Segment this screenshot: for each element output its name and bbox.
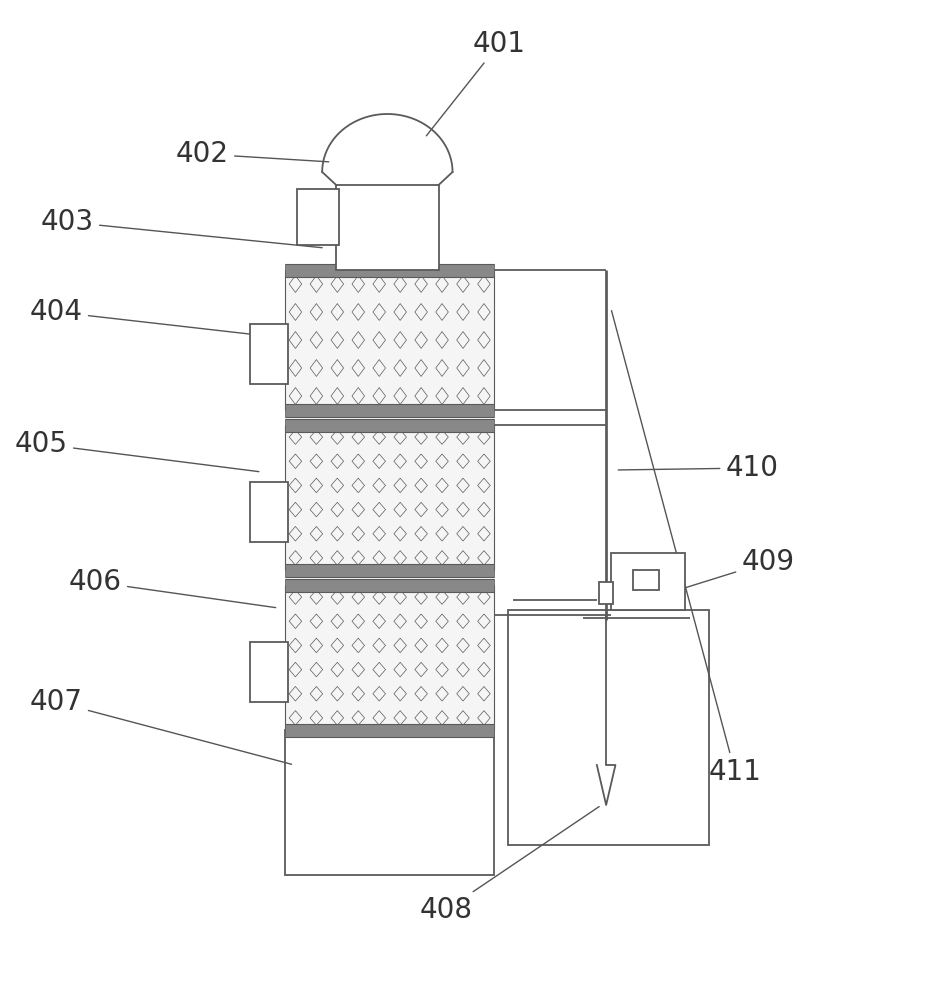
Bar	[285, 730, 495, 875]
Bar	[599, 582, 613, 604]
Bar	[336, 185, 439, 270]
Bar	[285, 270, 495, 410]
Text: 410: 410	[618, 454, 778, 482]
Bar	[285, 585, 495, 730]
Text: 411: 411	[611, 311, 761, 786]
Bar	[297, 190, 339, 244]
Text: 401: 401	[426, 30, 526, 136]
Bar	[285, 564, 495, 576]
Text: 402: 402	[176, 140, 329, 168]
Bar	[285, 724, 495, 736]
Text: 407: 407	[30, 688, 292, 764]
Bar	[285, 263, 495, 276]
Bar	[285, 578, 495, 591]
Text: 408: 408	[419, 807, 599, 924]
Text: 409: 409	[665, 548, 794, 594]
Text: 405: 405	[15, 430, 259, 472]
Bar	[250, 324, 288, 384]
Bar	[285, 403, 495, 416]
Bar	[610, 553, 685, 610]
Bar	[285, 418, 495, 432]
Text: 406: 406	[69, 568, 276, 608]
Text: 403: 403	[41, 208, 322, 248]
Bar	[250, 642, 288, 702]
Bar	[285, 425, 495, 570]
Bar	[250, 482, 288, 542]
Bar	[633, 570, 659, 590]
Bar	[508, 610, 708, 845]
Text: 404: 404	[30, 298, 273, 337]
